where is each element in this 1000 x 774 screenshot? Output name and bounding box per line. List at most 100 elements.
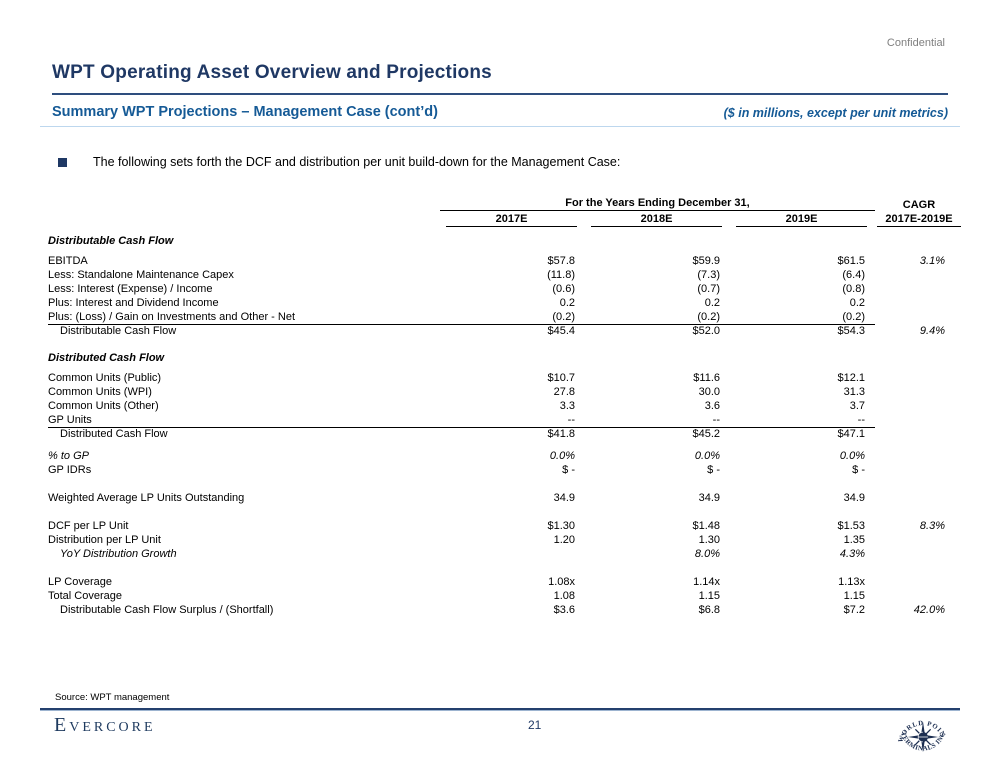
cell-2017e: 27.8: [553, 386, 575, 398]
cell-2019e: (6.4): [842, 269, 865, 281]
cell-2018e: 1.30: [698, 534, 720, 546]
row-label: EBITDA: [48, 255, 88, 267]
row-label: Distributable Cash Flow Surplus / (Short…: [60, 604, 274, 616]
cell-2017e: 0.2: [559, 297, 575, 309]
row-label: Plus: Interest and Dividend Income: [48, 297, 219, 309]
cell-cagr: 9.4%: [919, 325, 945, 337]
row-label: Total Coverage: [48, 590, 122, 602]
row-label: Plus: (Loss) / Gain on Investments and O…: [48, 310, 440, 325]
year-header-2017e: 2017E: [446, 213, 577, 227]
table-section: Distributed Cash Flow Common Units (Publi…: [48, 352, 963, 441]
cell-2017e: $41.8: [547, 428, 575, 440]
cell-2018e: $45.2: [692, 428, 720, 440]
cell-2018e: $ -: [707, 464, 720, 476]
page-title: WPT Operating Asset Overview and Project…: [52, 62, 492, 83]
table-row: GP Units -- -- --: [48, 413, 963, 428]
title-rule: [52, 93, 948, 95]
cell-2019e: $7.2: [843, 604, 865, 616]
table-section: % to GP 0.0% 0.0% 0.0% GP IDRs $ - $ - $ -: [48, 449, 963, 477]
cell-2017e: 1.08x: [548, 576, 575, 588]
table-body: Distributable Cash Flow EBITDA $57.8 $59.9 $…: [48, 235, 963, 617]
units-note: ($ in millions, except per unit metrics): [723, 106, 948, 120]
cell-2018e: 8.0%: [694, 548, 720, 560]
cell-2018e: 0.0%: [694, 450, 720, 462]
table-header-year-row: 2017E 2018E 2019E 2017E-2019E: [48, 211, 963, 227]
cell-cagr: 42.0%: [913, 604, 945, 616]
section-subtitle: Summary WPT Projections – Management Cas…: [52, 104, 438, 120]
cell-2018e: $11.6: [693, 372, 720, 384]
cell-2019e: $61.5: [837, 255, 865, 267]
year-header-2019e: 2019E: [736, 213, 867, 227]
cell-2017e: $ -: [562, 464, 575, 476]
cell-2018e: 1.14x: [693, 576, 720, 588]
table-row: Distribution per LP Unit 1.20 1.30 1.35: [48, 533, 963, 547]
row-label: Less: Interest (Expense) / Income: [48, 283, 213, 295]
cell-2017e: (0.2): [440, 310, 585, 325]
cell-2017e: $45.4: [547, 325, 575, 337]
row-label: LP Coverage: [48, 576, 113, 588]
row-label: Common Units (Public): [48, 372, 162, 384]
cell-2019e: $1.53: [837, 520, 865, 532]
table-row: GP IDRs $ - $ - $ -: [48, 463, 963, 477]
cell-2019e: --: [730, 413, 875, 428]
cell-2017e: 1.08: [553, 590, 575, 602]
section-header: Distributed Cash Flow: [48, 352, 165, 364]
bullet-row: The following sets forth the DCF and dis…: [58, 155, 620, 169]
table-row: Common Units (WPI) 27.8 30.0 31.3: [48, 385, 963, 399]
bullet-text: The following sets forth the DCF and dis…: [93, 155, 621, 169]
cell-2019e: 34.9: [843, 492, 865, 504]
cell-2019e: $54.3: [837, 325, 865, 337]
table-section: LP Coverage 1.08x 1.14x 1.13x Total Coverage…: [48, 575, 963, 617]
cell-2019e: 1.13x: [838, 576, 865, 588]
row-label: % to GP: [48, 450, 89, 462]
row-label: GP IDRs: [48, 464, 92, 476]
table-section: Distributable Cash Flow EBITDA $57.8 $59.9 $…: [48, 235, 963, 338]
cell-2019e: (0.2): [730, 310, 875, 325]
table-row: LP Coverage 1.08x 1.14x 1.13x: [48, 575, 963, 589]
row-label: Common Units (Other): [48, 400, 159, 412]
cell-2018e: 1.15: [698, 590, 720, 602]
footer-rule: [40, 708, 960, 711]
row-label: GP Units: [48, 413, 440, 428]
cell-2018e: (0.7): [697, 283, 720, 295]
cell-2017e: $10.7: [547, 372, 575, 384]
cell-2018e: (7.3): [697, 269, 720, 281]
table-row: Weighted Average LP Units Outstanding 34.…: [48, 491, 963, 505]
row-label: Weighted Average LP Units Outstanding: [48, 492, 245, 504]
cell-2018e: $1.48: [692, 520, 720, 532]
cell-2019e: 3.7: [849, 400, 865, 412]
cell-2018e: $6.8: [698, 604, 720, 616]
cell-2019e: 31.3: [843, 386, 865, 398]
section-header: Distributable Cash Flow: [48, 235, 174, 247]
cell-2018e: 3.6: [704, 400, 720, 412]
cell-2017e: 1.20: [553, 534, 575, 546]
year-header-2018e: 2018E: [591, 213, 722, 227]
cell-2017e: $1.30: [547, 520, 575, 532]
table-row: Common Units (Public) $10.7 $11.6 $12.1: [48, 371, 963, 385]
cell-2019e: $ -: [852, 464, 865, 476]
bullet-square-icon: [58, 158, 67, 167]
subtitle-rule: [40, 126, 960, 127]
table-row: Distributable Cash Flow Surplus / (Short…: [48, 603, 963, 617]
cell-2017e: $3.6: [553, 604, 575, 616]
cell-2019e: (0.8): [842, 283, 865, 295]
table-row: % to GP 0.0% 0.0% 0.0%: [48, 449, 963, 463]
table-row: Plus: Interest and Dividend Income 0.2 0.2…: [48, 296, 963, 310]
row-label: Common Units (WPI): [48, 386, 152, 398]
cell-2017e: --: [440, 413, 585, 428]
cell-2017e: 34.9: [553, 492, 575, 504]
cell-2017e: 0.0%: [549, 450, 575, 462]
row-label: DCF per LP Unit: [48, 520, 129, 532]
page-number: 21: [528, 718, 542, 732]
row-label: Distributable Cash Flow: [60, 325, 177, 337]
cell-2018e: 30.0: [698, 386, 720, 398]
table-section: Weighted Average LP Units Outstanding 34.…: [48, 491, 963, 505]
table-row: Plus: (Loss) / Gain on Investments and O…: [48, 310, 963, 325]
years-group-header: For the Years Ending December 31,: [440, 197, 875, 211]
cell-2017e: 3.3: [559, 400, 575, 412]
table-row: Less: Interest (Expense) / Income (0.6) (0…: [48, 282, 963, 296]
table-row: Distributed Cash Flow $41.8 $45.2 $47.1: [48, 427, 963, 441]
projections-table: For the Years Ending December 31, CAGR 2…: [48, 195, 963, 617]
